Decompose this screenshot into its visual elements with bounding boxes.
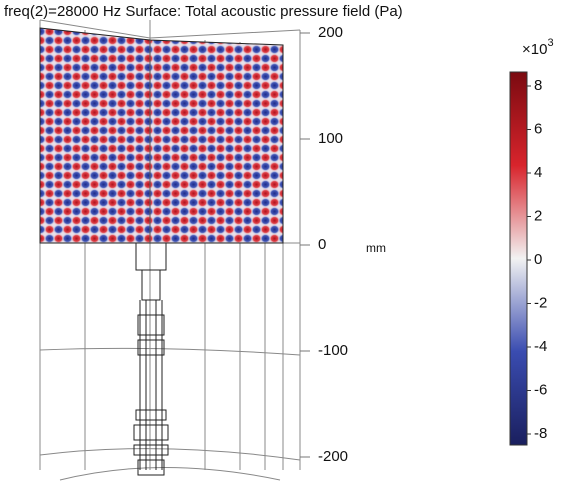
colorbar-tick-label: -2 bbox=[534, 294, 547, 311]
colorbar-multiplier: ×103 bbox=[522, 37, 554, 58]
colorbar-tick-label: -4 bbox=[534, 338, 547, 355]
multiplier-exponent: 3 bbox=[547, 37, 553, 49]
colorbar-tick-label: 6 bbox=[534, 120, 542, 137]
axis-tick-label: -200 bbox=[318, 448, 348, 465]
colorbar-tick-label: -6 bbox=[534, 381, 547, 398]
transducer bbox=[133, 243, 169, 476]
axis-unit: mm bbox=[366, 241, 386, 255]
colorbar-tick-label: 0 bbox=[534, 251, 542, 268]
plot-title: freq(2)=28000 Hz Surface: Total acoustic… bbox=[4, 3, 403, 20]
axis-tick-label: 100 bbox=[318, 130, 343, 147]
multiplier-base: ×10 bbox=[522, 41, 547, 58]
colorbar bbox=[509, 71, 528, 446]
axis-tick-label: -100 bbox=[318, 342, 348, 359]
colorbar-tick-label: 2 bbox=[534, 207, 542, 224]
colorbar-tick-label: 8 bbox=[534, 77, 542, 94]
pressure-surface bbox=[39, 27, 284, 244]
axis-tick-label: 200 bbox=[318, 24, 343, 41]
axis-tick-label: 0 bbox=[318, 236, 326, 253]
colorbar-tick-label: 4 bbox=[534, 164, 542, 181]
colorbar-tick-label: -8 bbox=[534, 425, 547, 442]
